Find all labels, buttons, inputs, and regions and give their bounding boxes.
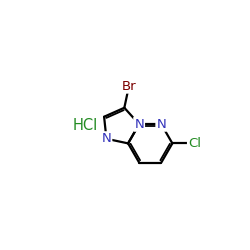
Text: N: N: [134, 118, 144, 131]
Text: Br: Br: [122, 80, 136, 92]
Text: N: N: [102, 132, 111, 145]
Text: HCl: HCl: [72, 118, 98, 133]
Text: N: N: [156, 118, 166, 131]
Text: Cl: Cl: [188, 137, 201, 150]
